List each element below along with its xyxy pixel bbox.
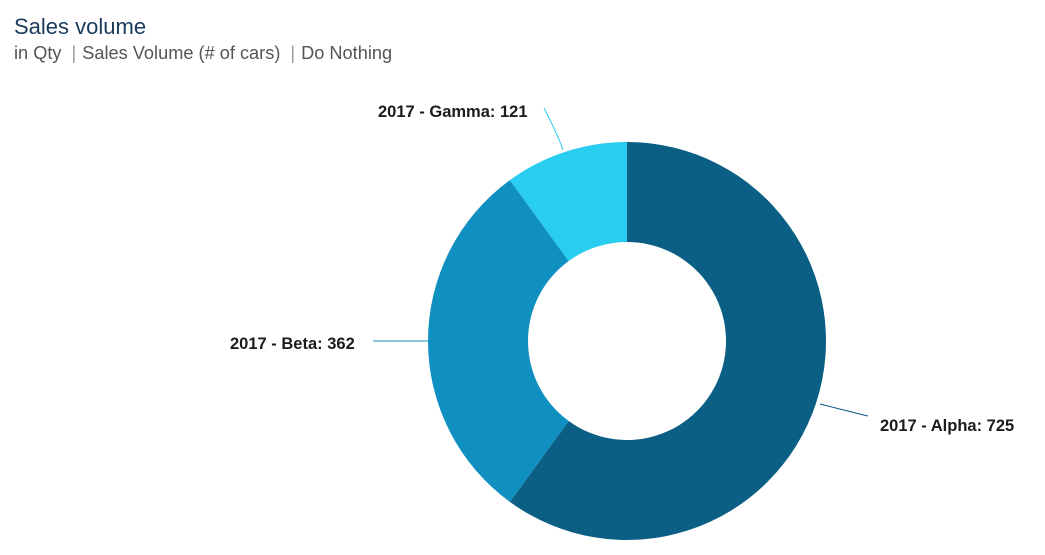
svg-text:2017 - Alpha: 725: 2017 - Alpha: 725 [880,417,1014,435]
svg-text:2017 - Gamma: 121: 2017 - Gamma: 121 [378,103,528,121]
svg-text:2017 - Beta: 362: 2017 - Beta: 362 [230,335,355,353]
